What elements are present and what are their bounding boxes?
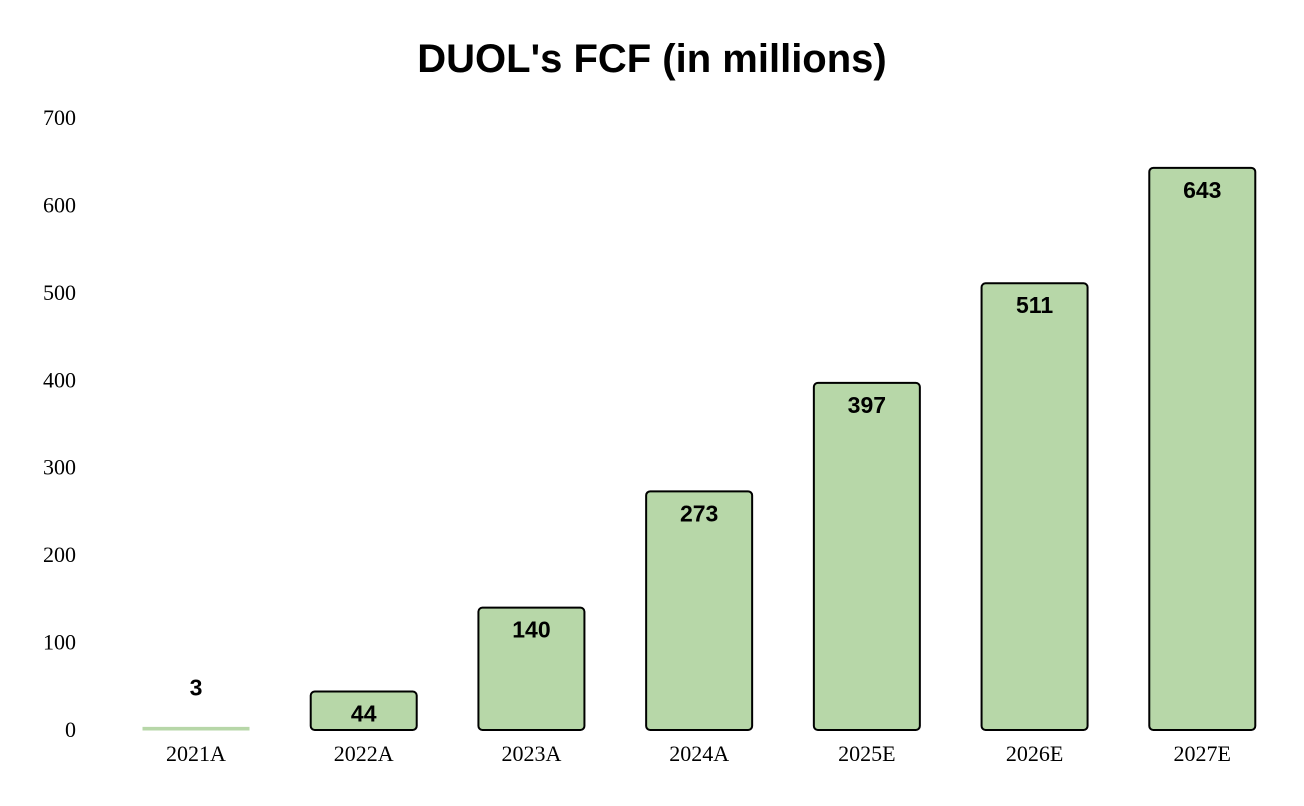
- y-tick-label: 0: [65, 717, 76, 742]
- x-tick-label: 2022A: [334, 741, 394, 766]
- x-axis: 2021A 2022A 2023A 2024A 2025E 2026E 2027E: [166, 741, 1231, 766]
- bar-2021a: [142, 726, 250, 731]
- y-tick-label: 400: [43, 367, 76, 392]
- y-tick-label: 100: [43, 630, 76, 655]
- y-tick-label: 700: [43, 105, 76, 130]
- bars: [142, 166, 1257, 732]
- data-labels: 3 44 140 273 397 511 643: [190, 177, 1222, 727]
- data-label: 44: [351, 701, 377, 727]
- y-axis: 0 100 200 300 400 500 600 700: [43, 105, 76, 742]
- bar-2027e: [1148, 166, 1257, 731]
- data-label: 511: [1016, 292, 1053, 318]
- bar-2024a: [645, 490, 754, 731]
- x-tick-label: 2024A: [669, 741, 729, 766]
- bar-2023a: [477, 606, 586, 731]
- y-tick-label: 600: [43, 192, 76, 217]
- bar-2022a: [309, 690, 418, 732]
- chart-title: DUOL's FCF (in millions): [417, 37, 887, 81]
- data-label: 643: [1183, 177, 1221, 203]
- data-label: 273: [680, 500, 718, 526]
- x-tick-label: 2027E: [1174, 741, 1231, 766]
- y-tick-label: 200: [43, 542, 76, 567]
- y-tick-label: 500: [43, 280, 76, 305]
- data-label: 3: [190, 674, 203, 700]
- bar-2025e: [812, 381, 921, 731]
- data-label: 397: [848, 392, 886, 418]
- x-tick-label: 2025E: [838, 741, 895, 766]
- bar-2026e: [980, 282, 1089, 731]
- x-tick-label: 2021A: [166, 741, 226, 766]
- y-tick-label: 300: [43, 455, 76, 480]
- x-tick-label: 2026E: [1006, 741, 1063, 766]
- x-tick-label: 2023A: [501, 741, 561, 766]
- data-label: 140: [512, 617, 550, 643]
